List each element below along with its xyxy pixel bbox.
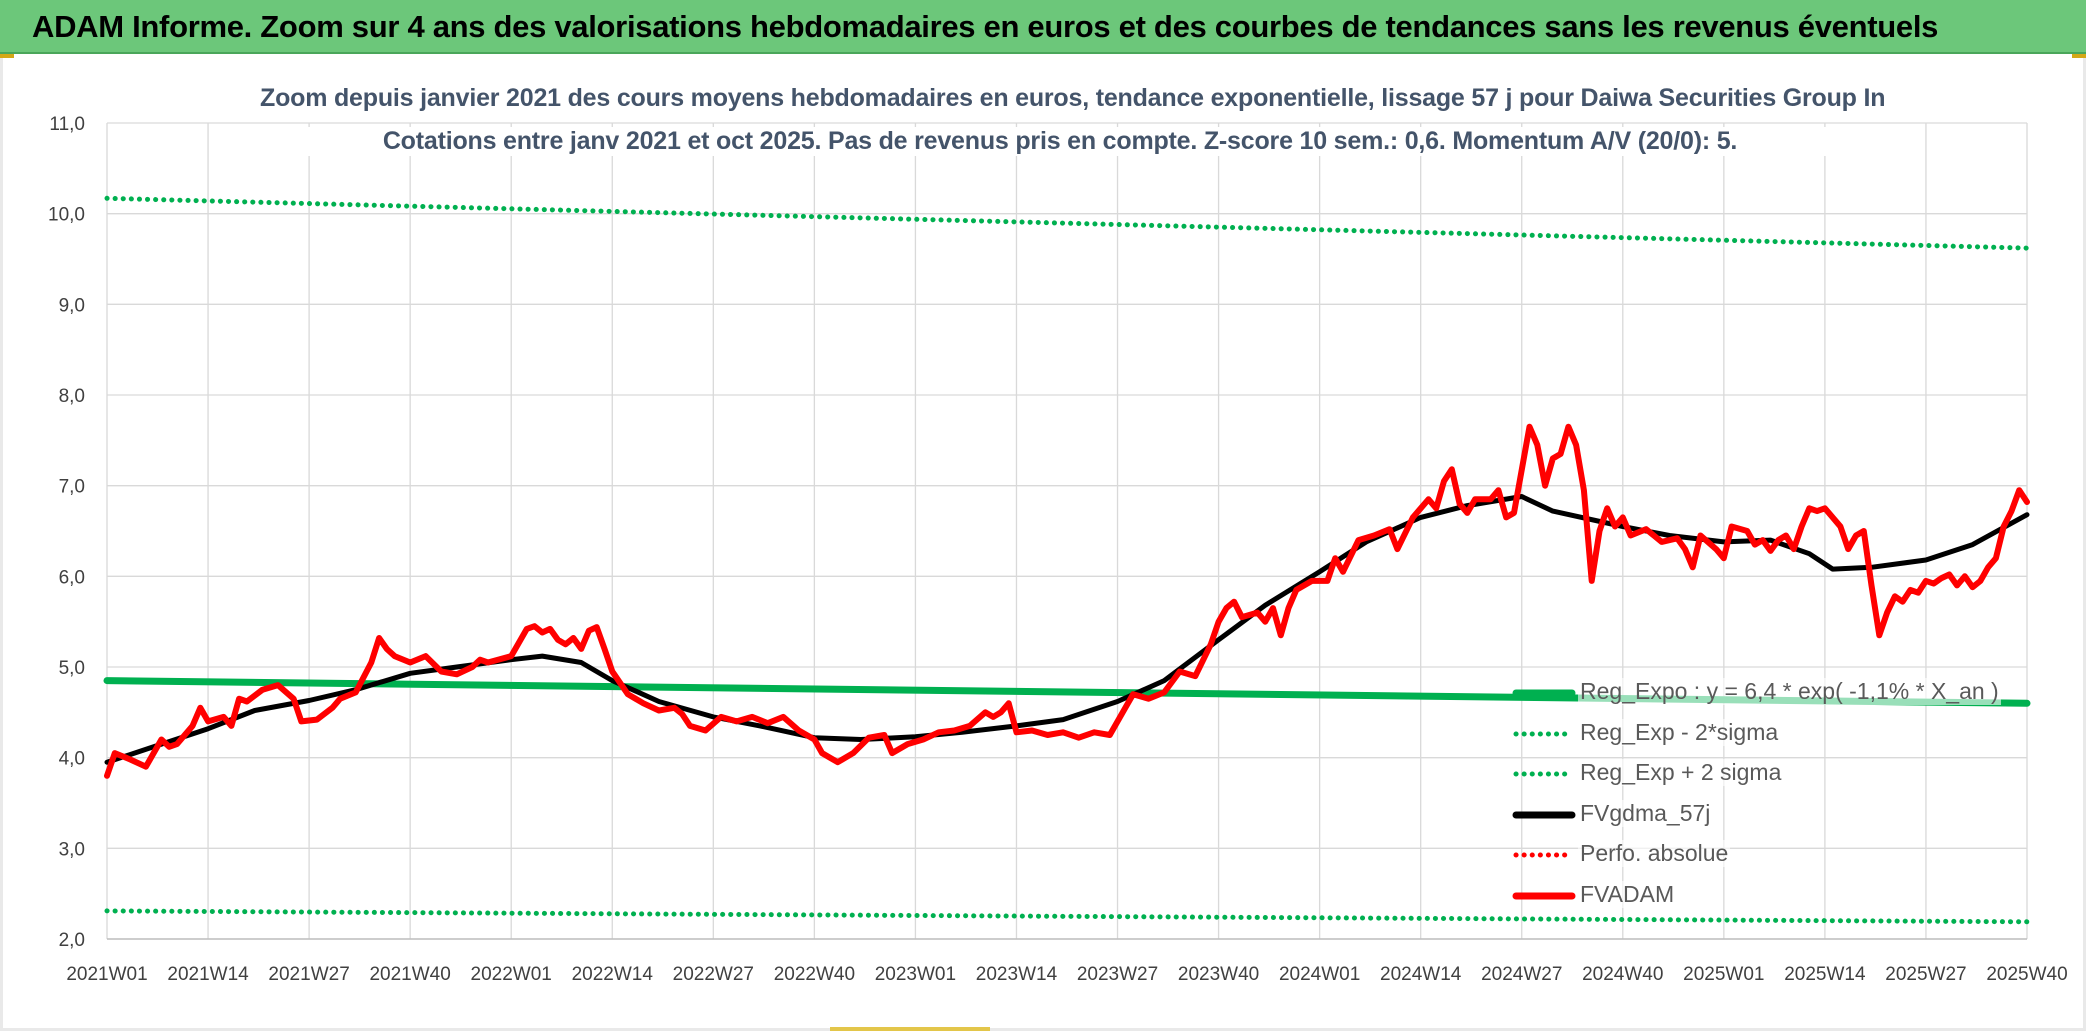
legend-swatch bbox=[1512, 689, 1576, 697]
x-tick-label: 2024W01 bbox=[1279, 964, 1360, 985]
legend-item: Reg_Exp + 2 sigma bbox=[1510, 756, 2070, 797]
y-tick-label: 4,0 bbox=[59, 749, 85, 770]
y-tick-label: 10,0 bbox=[48, 205, 85, 226]
legend-item: Perfo. absolue bbox=[1510, 837, 2070, 878]
legend-item: Reg_Expo : y = 6,4 * exp( -1,1% * X_an ) bbox=[1510, 675, 2070, 716]
x-tick-label: 2024W14 bbox=[1380, 964, 1462, 985]
x-tick-label: 2025W27 bbox=[1885, 964, 1966, 985]
legend-swatch bbox=[1512, 892, 1576, 899]
legend-swatch bbox=[1513, 771, 1575, 777]
x-tick-label: 2021W01 bbox=[66, 964, 147, 985]
bottom-accent bbox=[830, 1027, 990, 1031]
y-tick-label: 5,0 bbox=[59, 658, 85, 679]
x-tick-label: 2024W27 bbox=[1481, 964, 1562, 985]
x-tick-label: 2023W14 bbox=[976, 964, 1058, 985]
chart-frame bbox=[0, 54, 2086, 1031]
x-tick-label: 2022W27 bbox=[673, 964, 754, 985]
series-line-5 bbox=[104, 423, 2030, 779]
banner: ADAM Informe. Zoom sur 4 ans des valoris… bbox=[0, 0, 2086, 54]
legend-label: Reg_Exp + 2 sigma bbox=[1578, 759, 1784, 786]
x-tick-label: 2025W01 bbox=[1683, 964, 1764, 985]
y-tick-label: 7,0 bbox=[59, 477, 85, 498]
x-tick-label: 2022W01 bbox=[471, 964, 552, 985]
legend-swatch bbox=[1513, 731, 1575, 736]
legend-label: Reg_Expo : y = 6,4 * exp( -1,1% * X_an ) bbox=[1578, 678, 2001, 705]
y-tick-label: 6,0 bbox=[59, 567, 85, 588]
corner-accent-left bbox=[0, 54, 14, 58]
x-tick-label: 2021W40 bbox=[369, 964, 450, 985]
corner-accent-right bbox=[2072, 54, 2086, 58]
legend-label: FVgdma_57j bbox=[1578, 799, 1713, 827]
legend: Reg_Expo : y = 6,4 * exp( -1,1% * X_an )… bbox=[1510, 675, 2070, 918]
legend-label: Reg_Exp - 2*sigma bbox=[1578, 718, 1781, 746]
axis: 2,0 3,0 4,0 5,0 6,0 7,0 8,0 9,0 10,0 11,0 2021W01 2… bbox=[48, 114, 2068, 985]
y-tick-label: 11,0 bbox=[49, 114, 85, 135]
y-tick-label: 3,0 bbox=[59, 839, 85, 860]
x-tick-label: 2022W14 bbox=[572, 964, 654, 985]
x-tick-label: 2023W40 bbox=[1178, 964, 1259, 985]
x-tick-label: 2024W40 bbox=[1582, 964, 1663, 985]
legend-item: Reg_Exp - 2*sigma bbox=[1510, 716, 2070, 757]
x-tick-label: 2023W27 bbox=[1077, 964, 1158, 985]
x-tick-label: 2022W40 bbox=[774, 964, 855, 985]
banner-title: ADAM Informe. Zoom sur 4 ans des valoris… bbox=[32, 9, 1939, 44]
x-tick-label: 2023W01 bbox=[875, 964, 956, 985]
legend-swatch bbox=[1513, 852, 1575, 858]
chart-subtitle: Cotations entre janv 2021 et oct 2025. P… bbox=[260, 127, 1860, 156]
x-tick-label: 2021W14 bbox=[167, 964, 249, 985]
chart-title: Zoom depuis janvier 2021 des cours moyen… bbox=[260, 84, 1886, 113]
x-tick-label: 2025W14 bbox=[1784, 964, 1866, 985]
legend-label: FVADAM bbox=[1578, 880, 1677, 908]
x-tick-label: 2021W27 bbox=[268, 964, 349, 985]
y-tick-label: 2,0 bbox=[59, 930, 85, 951]
series-line-2 bbox=[104, 195, 2030, 251]
x-tick-label: 2025W40 bbox=[1986, 964, 2067, 985]
legend-item: FVgdma_57j bbox=[1510, 797, 2070, 838]
y-tick-label: 9,0 bbox=[59, 295, 85, 316]
legend-swatch bbox=[1512, 811, 1576, 818]
legend-item: FVADAM bbox=[1510, 878, 2070, 919]
y-tick-label: 8,0 bbox=[59, 386, 85, 407]
legend-label: Perfo. absolue bbox=[1578, 840, 1731, 867]
